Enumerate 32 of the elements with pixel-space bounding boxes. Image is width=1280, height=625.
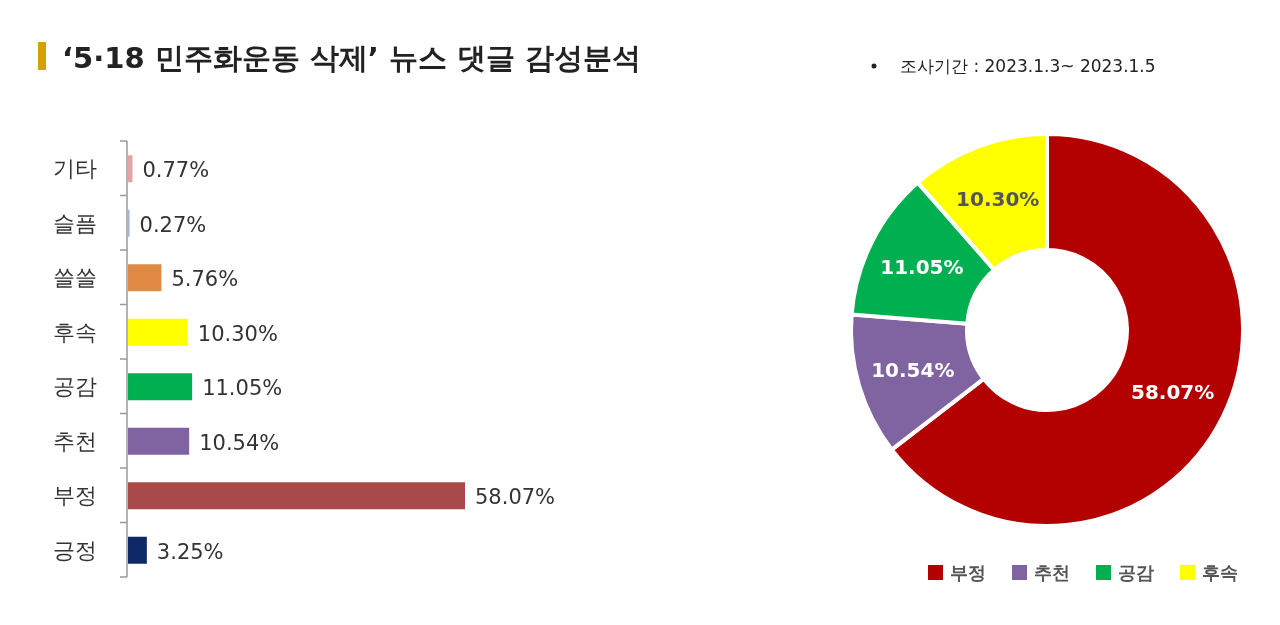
y-tick-label: 부정 [53,483,97,509]
data-label: 11.05% [880,255,964,280]
legend-label: 공감 [1118,562,1154,583]
data-label: 3.25% [156,539,224,564]
data-label: 11.05% [202,376,283,401]
legend-label: 후속 [1202,562,1238,583]
bar [128,264,162,292]
data-label: 5.76% [171,267,239,292]
data-label: 10.30% [956,186,1040,211]
y-tick-label: 후속 [53,319,97,345]
bar [128,427,190,455]
data-label: 58.07% [1130,379,1215,404]
y-tick-label: 쓸쓸 [53,265,97,291]
y-tick-label: 슬픔 [53,210,97,236]
data-label: 58.07% [475,485,556,510]
legend-label: 부정 [950,562,986,583]
bar [128,536,147,564]
text: 조사기간 : 2023.1.3~ 2023.1.5 [900,56,1156,76]
bar [128,318,188,346]
y-tick-label: 공감 [53,374,97,400]
y-tick-label: 기타 [53,156,97,182]
data-label: 10.30% [197,321,278,346]
legend-label: 추천 [1034,562,1070,583]
y-tick-label: 긍정 [53,537,97,563]
chart-title: ‘5·18 민주화운동 삭제’ 뉴스 댓글 감성분석 [62,41,642,75]
data-label: 0.77% [142,158,210,183]
bar [128,482,465,510]
data-label: 0.27% [139,212,207,237]
data-label: 10.54% [199,430,280,455]
y-tick-label: 추천 [53,428,97,454]
bar [128,373,193,401]
data-label: 10.54% [871,357,955,382]
